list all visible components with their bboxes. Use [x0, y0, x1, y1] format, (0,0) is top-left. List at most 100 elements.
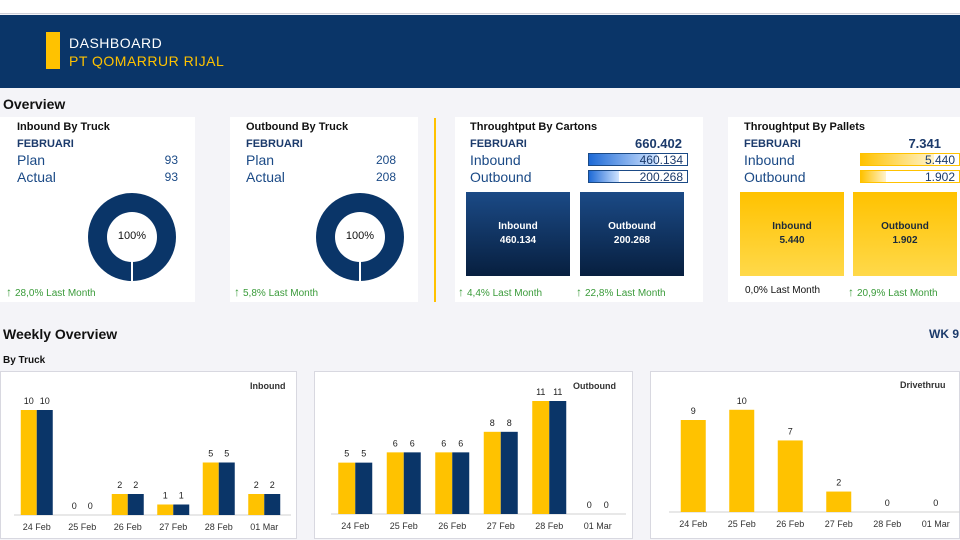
data-label: 10	[24, 396, 34, 406]
data-label: 2	[254, 480, 259, 490]
arrow-up-icon: ↑	[576, 285, 582, 299]
chart-title: Drivethruu	[900, 380, 946, 390]
card-title: Throughtput By Pallets	[744, 121, 865, 133]
tile-label: Outbound	[608, 221, 656, 232]
bar	[248, 494, 265, 515]
trend-text: 20,9% Last Month	[857, 288, 938, 299]
data-label: 0	[88, 501, 93, 511]
inbound-tile: Inbound 460.134	[466, 192, 570, 276]
donut-percent: 100%	[345, 230, 375, 242]
bar	[264, 494, 281, 515]
data-label: 5	[208, 449, 213, 459]
inbound-label: Inbound	[470, 152, 521, 168]
drivethru-chart: Drivethruu 9 24 Feb 10 25 Feb 7 26 Feb 2 27 Feb…	[650, 371, 960, 539]
data-label: 8	[490, 418, 495, 428]
outbound-chart: Outbound 5 5 24 Feb 6 6 25 Feb 6 6 26 Feb 8 8 27 Fe…	[314, 371, 633, 539]
outbound-databar: 200.268	[588, 170, 688, 183]
data-label: 2	[133, 480, 138, 490]
bar	[157, 504, 174, 515]
trend-text: 28,0% Last Month	[15, 288, 96, 299]
plan-value: 208	[375, 153, 396, 167]
outbound-value: 200.268	[639, 170, 683, 184]
plan-label: Plan	[246, 152, 275, 168]
trend-indicator: ↑ 4,4% Last Month	[458, 285, 542, 299]
x-tick-label: 25 Feb	[728, 519, 756, 529]
header-accent-bar	[46, 32, 60, 69]
x-tick-label: 26 Feb	[776, 519, 804, 529]
data-label: 0	[933, 498, 938, 508]
inbound-chart-svg: 10 10 24 Feb 0 0 25 Feb 2 2 26 Feb 1 1 27 Feb 5 5 28 F…	[14, 396, 291, 532]
tile-value: 1.902	[892, 235, 918, 246]
data-label: 6	[458, 438, 463, 448]
data-label: 5	[344, 449, 349, 459]
tile-label: Outbound	[881, 221, 929, 232]
data-label: 0	[72, 501, 77, 511]
x-tick-label: 01 Mar	[250, 522, 278, 532]
x-tick-label: 24 Feb	[679, 519, 707, 529]
month-label: FEBRUARI	[744, 138, 801, 150]
outbound-chart-svg: 5 5 24 Feb 6 6 25 Feb 6 6 26 Feb 8 8 27 Feb 11 11 28 F…	[331, 387, 626, 531]
data-label: 5	[361, 449, 366, 459]
card-title: Outbound By Truck	[246, 121, 349, 133]
bar	[111, 494, 128, 515]
overview-title: Overview	[3, 96, 66, 112]
trend-text: 0,0% Last Month	[745, 285, 821, 296]
inbound-value: 5.440	[924, 153, 955, 167]
arrow-up-icon: ↑	[458, 285, 464, 299]
donut-percent: 100%	[117, 230, 147, 242]
tile-value: 460.134	[499, 235, 537, 246]
data-label: 1	[179, 491, 184, 501]
inbound-databar: 460.134	[588, 153, 688, 166]
trend-indicator: ↑ 28,0% Last Month	[6, 285, 96, 299]
chart-title: Outbound	[573, 381, 616, 391]
cartons-total: 660.402	[635, 136, 682, 151]
tile-label: Inbound	[772, 221, 812, 232]
tile-label: Inbound	[498, 221, 538, 232]
outbound-value: 1.902	[924, 170, 955, 184]
arrow-up-icon: ↑	[234, 285, 240, 299]
x-tick-label: 24 Feb	[23, 522, 51, 532]
tile-value: 5.440	[779, 235, 805, 246]
arrow-up-icon: ↑	[848, 285, 854, 299]
dashboard-header: DASHBOARD PT QOMARRUR RIJAL	[0, 15, 960, 88]
section-divider	[434, 118, 436, 302]
tile-value: 200.268	[613, 235, 651, 246]
x-tick-label: 27 Feb	[159, 522, 187, 532]
trend-text: 5,8% Last Month	[243, 288, 319, 299]
data-label: 10	[737, 396, 747, 406]
data-label: 0	[604, 500, 609, 510]
inbound-value: 460.134	[639, 153, 683, 167]
pallets-total: 7.341	[908, 136, 941, 151]
data-label: 11	[536, 387, 545, 397]
x-tick-label: 01 Mar	[922, 519, 950, 529]
x-tick-label: 28 Feb	[873, 519, 901, 529]
by-truck-label: By Truck	[3, 355, 46, 366]
outbound-label: Outbound	[470, 169, 532, 185]
drivethru-chart-svg: 9 24 Feb 10 25 Feb 7 26 Feb 2 27 Feb 0 28 Feb 0 01 …	[669, 396, 960, 529]
bar	[452, 452, 470, 514]
month-label: FEBRUARI	[17, 138, 74, 150]
company-name: PT QOMARRUR RIJAL	[69, 53, 225, 69]
chart-title: Inbound	[250, 381, 286, 391]
outbound-tile: Outbound 1.902	[853, 192, 957, 276]
actual-label: Actual	[17, 169, 56, 185]
bar	[680, 420, 706, 512]
bar	[549, 401, 567, 514]
x-tick-label: 27 Feb	[487, 521, 515, 531]
data-label: 10	[40, 396, 50, 406]
bar	[500, 431, 518, 514]
data-label: 0	[587, 500, 592, 510]
x-tick-label: 25 Feb	[390, 521, 418, 531]
actual-value: 93	[164, 170, 178, 184]
plan-value: 93	[164, 153, 178, 167]
trend-text: 4,4% Last Month	[467, 288, 543, 299]
trend-indicator: 0,0% Last Month	[745, 285, 820, 296]
bar	[173, 504, 190, 515]
bar	[36, 410, 53, 515]
bar	[777, 440, 803, 512]
bar	[826, 491, 852, 512]
card-title: Throughtput By Cartons	[470, 121, 598, 133]
outbound-label: Outbound	[744, 169, 806, 185]
outbound-tile: Outbound 200.268	[580, 192, 684, 276]
weekly-overview-title: Weekly Overview	[3, 326, 118, 342]
